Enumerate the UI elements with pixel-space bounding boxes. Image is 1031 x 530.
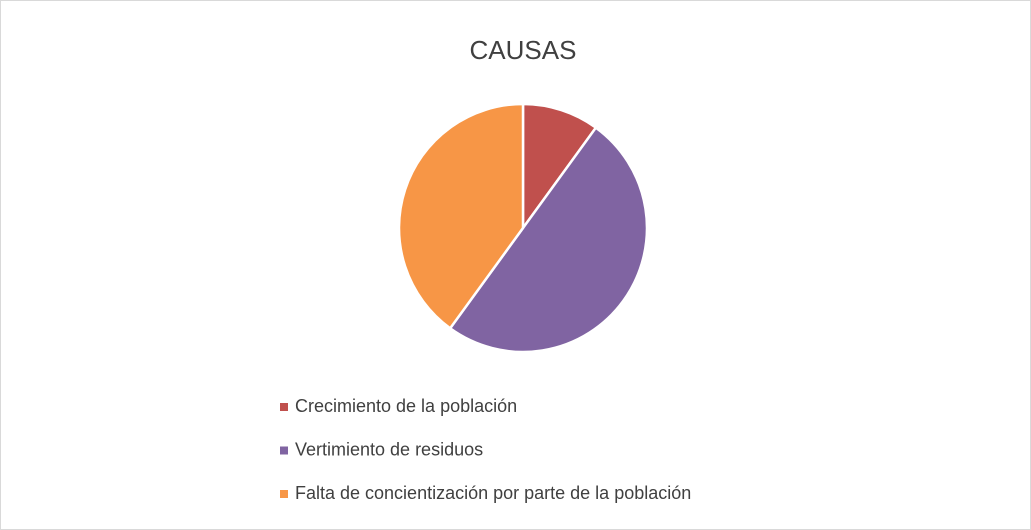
legend-swatch bbox=[280, 403, 288, 411]
chart-title: CAUSAS bbox=[470, 35, 577, 65]
legend-label: Falta de concientización por parte de la… bbox=[295, 483, 691, 503]
pie-slice bbox=[521, 102, 598, 232]
legend-swatch bbox=[280, 446, 288, 455]
legend-swatch bbox=[280, 490, 288, 498]
legend-label: Crecimiento de la población bbox=[295, 396, 517, 416]
pie-slice bbox=[448, 125, 648, 354]
legend-label: Vertimiento de residuos bbox=[295, 439, 483, 459]
pie-slice bbox=[397, 102, 525, 331]
